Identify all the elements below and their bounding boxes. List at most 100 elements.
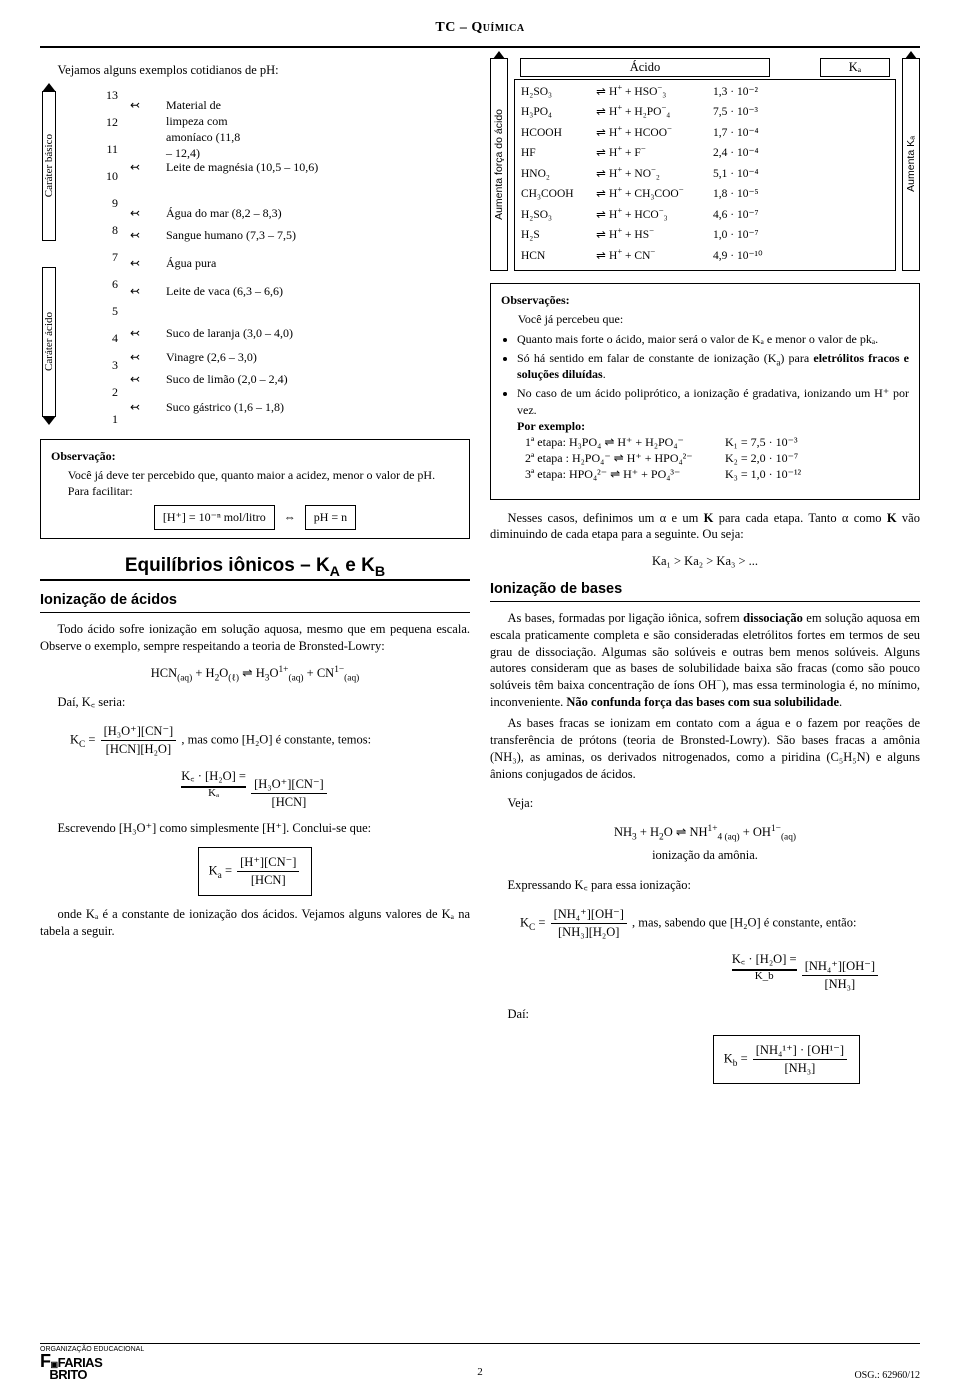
ph-label-text: Água do mar (8,2 – 8,3) (166, 206, 282, 220)
ph-label-arrow-icon: ↢ (130, 371, 158, 387)
acid-cell: H₂SO₃ (521, 208, 593, 224)
etapa-eqn: 3ª etapa: HPO₄²⁻ ⇌ H⁺ + PO₄³⁻ (525, 466, 715, 482)
page-number: 2 (477, 1366, 483, 1378)
etapa-row: 3ª etapa: HPO₄²⁻ ⇌ H⁺ + PO₄³⁻ K₃ = 1,0 · … (525, 466, 909, 482)
ph-label-text: Água pura (166, 256, 216, 270)
ph-scale-value: 13 (100, 87, 118, 103)
left-column: Vejamos alguns exemplos cotidianos de pH… (40, 58, 470, 1094)
ph-label-arrow-icon: ↢ (130, 205, 158, 221)
ph-label-arrow-icon: ↢ (130, 227, 158, 243)
express: Expressando K꜀ para essa ionização: (490, 877, 920, 894)
obs1-title: Observação: (51, 448, 459, 464)
osg: OSG.: 62960/12 (854, 1370, 920, 1381)
acid-cell: ⇌ (593, 126, 609, 142)
ph-label-arrow-icon: ↢ (130, 349, 158, 365)
kc2-sub: Kₐ (181, 786, 246, 801)
right-column: Aumenta força do ácido Ácido Kₐ H₂SO₃⇌H+… (490, 58, 920, 1094)
obs2-b3: No caso de um ácido poliprótico, a ioniz… (517, 385, 909, 482)
acid-cell: H+ + HS− (609, 228, 713, 244)
eqn-kb: Kb = [NH₄¹⁺] · [OH¹⁻] [NH₃] (490, 1035, 920, 1084)
etapas: 1ª etapa: H₃PO₄ ⇌ H⁺ + H₂PO₄⁻K₁ = 7,5 · … (525, 434, 909, 483)
acid-cell: H₂S (521, 228, 593, 244)
acid-cell: 5,1 · 10⁻⁴ (713, 167, 783, 183)
acid-table: H₂SO₃⇌H+ + HSO−₃1,3 · 10⁻²H₃PO₄⇌H+ + H₂P… (514, 79, 896, 271)
ph-label-text: Suco de limão (2,0 – 2,4) (166, 372, 288, 386)
acid-cell: ⇌ (593, 146, 609, 162)
acid-cell: 1,3 · 10⁻² (713, 85, 783, 101)
ph-label-row: ↢ Suco de limão (2,0 – 2,4) (130, 371, 288, 387)
ph-scale: 13121110987654321 (100, 87, 118, 427)
obs2-b1: Quanto mais forte o ácido, maior será o … (517, 331, 909, 347)
obs1-body-text: Você já deve ter percebido que, quanto m… (68, 468, 435, 482)
frac-kc-h2o: [NH₄⁺][OH⁻] [NH₃] (802, 958, 878, 993)
eqn-ka: Ka = [H⁺][CN⁻] [HCN] (40, 847, 470, 896)
page-title: TC – Química (40, 20, 920, 36)
p-escrevendo: Escrevendo [H₃O⁺] como simplesmente [H⁺]… (40, 820, 470, 837)
acid-cell: CH₃COOH (521, 187, 593, 203)
kc-h2o-den: [NH₃] (802, 975, 878, 993)
sub-rule (40, 612, 470, 613)
ph-label-row: ↢ Leite de magnésia (10,5 – 10,6) (130, 159, 318, 175)
ph-scale-value: 5 (100, 303, 118, 319)
hdr-ka: Kₐ (820, 58, 890, 77)
sub-rule-2 (490, 601, 920, 602)
obs1-pills: [H⁺] = 10⁻ⁿ mol/litro ⇔ pH = n (51, 505, 459, 529)
ph-scale-value: 12 (100, 114, 118, 130)
etapa-eqn: 1ª etapa: H₃PO₄ ⇌ H⁺ + H₂PO₄⁻ (525, 434, 715, 450)
page: TC – Química Vejamos alguns exemplos cot… (0, 0, 960, 1391)
ph-label-row: ↢Água pura (130, 255, 216, 271)
ph-label-row: ↢Sangue humano (7,3 – 7,5) (130, 227, 296, 243)
ph-label-text: Leite de vaca (6,3 – 6,6) (166, 284, 283, 298)
obs1-body: Você já deve ter percebido que, quanto m… (51, 467, 459, 483)
ph-scale-value: 4 (100, 330, 118, 346)
acid-cell: H+ + CN− (609, 249, 713, 265)
kb-den: [NH₃] (753, 1059, 847, 1077)
section-title: Equilíbrios iônicos – KA e KB (40, 553, 470, 579)
ph-diagram: Caráter básico Caráter ácido 13121110987… (40, 87, 470, 427)
acid-cell: H+ + CH₃COO− (609, 187, 713, 203)
obs2-bullets: Quanto mais forte o ácido, maior será o … (501, 331, 909, 483)
logo: ORGANIZAÇÃO EDUCACIONAL F▣FARIAS BRITO (40, 1347, 144, 1381)
ph-label-arrow-icon: ↢ (130, 159, 158, 175)
acid-cell: H+ + HCO−₃ (609, 208, 713, 224)
frac-kc-nh: [NH₄⁺][OH⁻] [NH₃][H₂O] (551, 906, 627, 941)
ph-scale-value: 3 (100, 357, 118, 373)
etapa-row: 1ª etapa: H₃PO₄ ⇌ H⁺ + H₂PO₄⁻K₁ = 7,5 · … (525, 434, 909, 450)
frac-ka: [H⁺][CN⁻] [HCN] (237, 854, 299, 889)
ka-num: [H⁺][CN⁻] (237, 854, 299, 871)
ph-label-text: Leite de magnésia (10,5 – 10,6) (166, 160, 318, 174)
arrow-forca-label: Aumenta força do ácido (492, 109, 506, 220)
frac-kc2: [H₃O⁺][CN⁻] [HCN] (251, 776, 327, 811)
section-rule (40, 579, 470, 581)
acid-cell: H₃PO₄ (521, 105, 593, 121)
acid-cell: H+ + H₂PO−₄ (609, 105, 713, 121)
acid-cell: HCOOH (521, 126, 593, 142)
etapa-k: K₃ = 1,0 · 10⁻¹² (725, 466, 801, 482)
footer-left: ORGANIZAÇÃO EDUCACIONAL F▣FARIAS BRITO (40, 1347, 144, 1381)
acid-cell: 4,9 · 10⁻¹⁰ (713, 249, 783, 265)
eqn-kc: KC = [H₃O⁺][CN⁻] [HCN][H₂O] , mas como [… (70, 723, 470, 758)
ph-label-row: ↢Vinagre (2,6 – 3,0) (130, 349, 257, 365)
arrow-ka-label: Aumenta Kₐ (904, 136, 918, 192)
ph-label-row: ↢ Água do mar (8,2 – 8,3) (130, 205, 282, 221)
kc2-den: [HCN] (251, 793, 327, 811)
kc-nh-den: [NH₃][H₂O] (551, 923, 627, 941)
ph-label-text: Suco gástrico (1,6 – 1,8) (166, 400, 284, 414)
ph-label-row: ↢Suco de laranja (3,0 – 4,0) (130, 325, 293, 341)
acid-cell: ⇌ (593, 249, 609, 265)
dai: Daí: (490, 1006, 920, 1023)
ph-label-arrow-icon: ↢ (130, 97, 158, 113)
kc-tail: , mas como [H₂O] é constante, temos: (181, 733, 371, 747)
kc-num: [H₃O⁺][CN⁻] (101, 723, 177, 740)
sub-bases: Ionização de bases (490, 580, 920, 600)
eqn-hcn: HCN(aq) + H2O(ℓ) ⇌ H3O1+(aq) + CN1−(aq) (40, 665, 470, 682)
acid-cell: ⇌ (593, 208, 609, 224)
p-nesses: Nesses casos, definimos um α e um K para… (490, 510, 920, 544)
ph-scale-value: 8 (100, 222, 118, 238)
ph-label-arrow-icon: ↢ (130, 399, 158, 415)
ph-label-text: Suco de laranja (3,0 – 4,0) (166, 326, 293, 340)
ph-label-arrow-icon: ↢ (130, 283, 158, 299)
pill-ph: pH = n (305, 505, 356, 529)
acid-cell: 4,6 · 10⁻⁷ (713, 208, 783, 224)
acid-arrow: Caráter ácido (42, 267, 56, 417)
